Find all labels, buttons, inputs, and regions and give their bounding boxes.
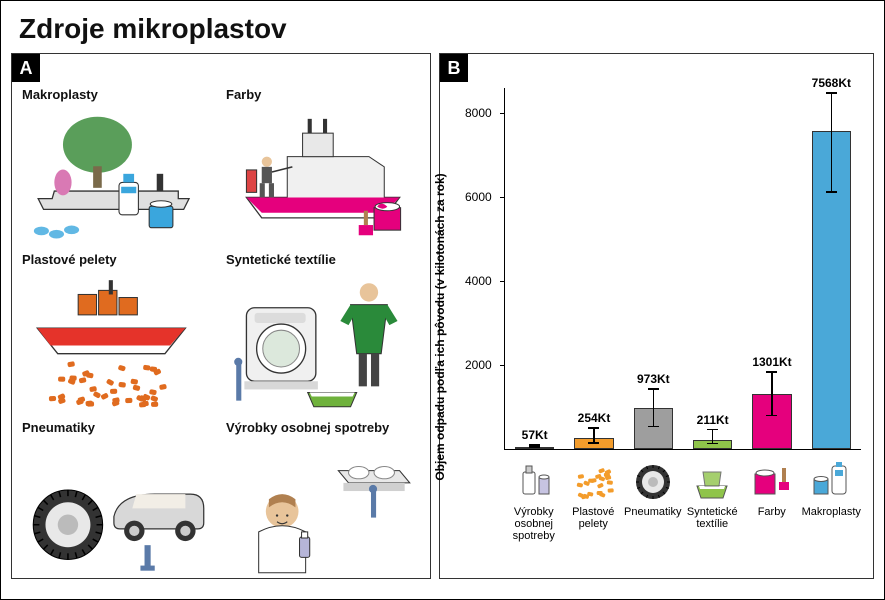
textiles-illustration xyxy=(226,272,420,415)
pellets-illustration xyxy=(22,272,216,415)
source-cell: Makroplasty xyxy=(22,88,216,247)
y-tick-label: 6000 xyxy=(465,190,492,204)
y-axis-label: Objem odpadu podľa ich pôvodu (v kiloton… xyxy=(433,173,447,480)
macro-illustration xyxy=(22,107,216,247)
y-tick-label: 4000 xyxy=(465,274,492,288)
title-bar: Zdroje mikroplastov xyxy=(1,1,884,53)
source-label: Makroplasty xyxy=(22,88,216,103)
panel-b: B Objem odpadu podľa ich pôvodu (v kilot… xyxy=(439,53,874,579)
y-tick-mark xyxy=(500,197,505,198)
x-category: Pneumatiky xyxy=(623,454,683,570)
plot-area: 200040006000800057Kt254Kt973Kt211Kt1301K… xyxy=(504,88,861,450)
error-bar xyxy=(534,444,536,447)
source-cell: Plastové pelety xyxy=(22,253,216,415)
y-tick-mark xyxy=(500,365,505,366)
textiles-icon xyxy=(689,458,735,504)
error-bar xyxy=(712,429,714,445)
panel-a: A Makroplasty Farby xyxy=(11,53,431,579)
x-category-label: Výrobky osobnej spotreby xyxy=(504,506,564,542)
source-label: Plastové pelety xyxy=(22,253,216,268)
paints-illustration xyxy=(226,107,420,247)
sources-grid: Makroplasty Farby xyxy=(12,54,430,578)
panel-b-label: B xyxy=(440,54,468,82)
source-cell: Farby xyxy=(226,88,420,247)
pellets-icon xyxy=(570,458,616,504)
error-bar xyxy=(771,371,773,416)
bar-value-label: 211Kt xyxy=(697,413,729,427)
chart-wrap: Objem odpadu podľa ich pôvodu (v kiloton… xyxy=(448,84,865,570)
panels: A Makroplasty Farby xyxy=(1,53,884,589)
x-category: Farby xyxy=(742,454,802,570)
source-cell: Pneumatiky xyxy=(22,421,216,583)
panel-a-label: A xyxy=(12,54,40,82)
personal-icon xyxy=(511,458,557,504)
bar-value-label: 57Kt xyxy=(522,428,548,442)
tires-icon xyxy=(630,458,676,504)
source-label: Pneumatiky xyxy=(22,421,216,436)
bar-value-label: 254Kt xyxy=(578,411,611,425)
x-category-label: Farby xyxy=(758,506,786,518)
x-category-label: Syntetické textílie xyxy=(683,506,743,530)
y-tick-mark xyxy=(500,281,505,282)
x-category: Plastové pelety xyxy=(564,454,624,570)
source-cell: Výrobky osobnej spotreby xyxy=(226,421,420,583)
error-bar xyxy=(653,388,655,427)
x-category-label: Plastové pelety xyxy=(564,506,624,530)
source-label: Výrobky osobnej spotreby xyxy=(226,421,420,436)
source-label: Syntetické textílie xyxy=(226,253,420,268)
x-category: Výrobky osobnej spotreby xyxy=(504,454,564,570)
y-tick-label: 2000 xyxy=(465,358,492,372)
bar-value-label: 973Kt xyxy=(637,372,670,386)
macro-icon xyxy=(808,458,854,504)
y-tick-mark xyxy=(500,113,505,114)
personal-illustration xyxy=(226,440,420,583)
x-category-label: Makroplasty xyxy=(802,506,861,518)
error-bar xyxy=(831,92,833,193)
bar-value-label: 1301Kt xyxy=(752,355,791,369)
error-bar xyxy=(593,427,595,444)
source-cell: Syntetické textílie xyxy=(226,253,420,415)
paints-icon xyxy=(749,458,795,504)
y-tick-label: 8000 xyxy=(465,106,492,120)
x-category: Makroplasty xyxy=(802,454,862,570)
x-axis-categories: Výrobky osobnej spotrebyPlastové peletyP… xyxy=(504,454,861,570)
tires-illustration xyxy=(22,440,216,583)
page-title: Zdroje mikroplastov xyxy=(19,13,866,45)
source-label: Farby xyxy=(226,88,420,103)
x-category: Syntetické textílie xyxy=(683,454,743,570)
x-category-label: Pneumatiky xyxy=(624,506,681,518)
bar-value-label: 7568Kt xyxy=(812,76,851,90)
